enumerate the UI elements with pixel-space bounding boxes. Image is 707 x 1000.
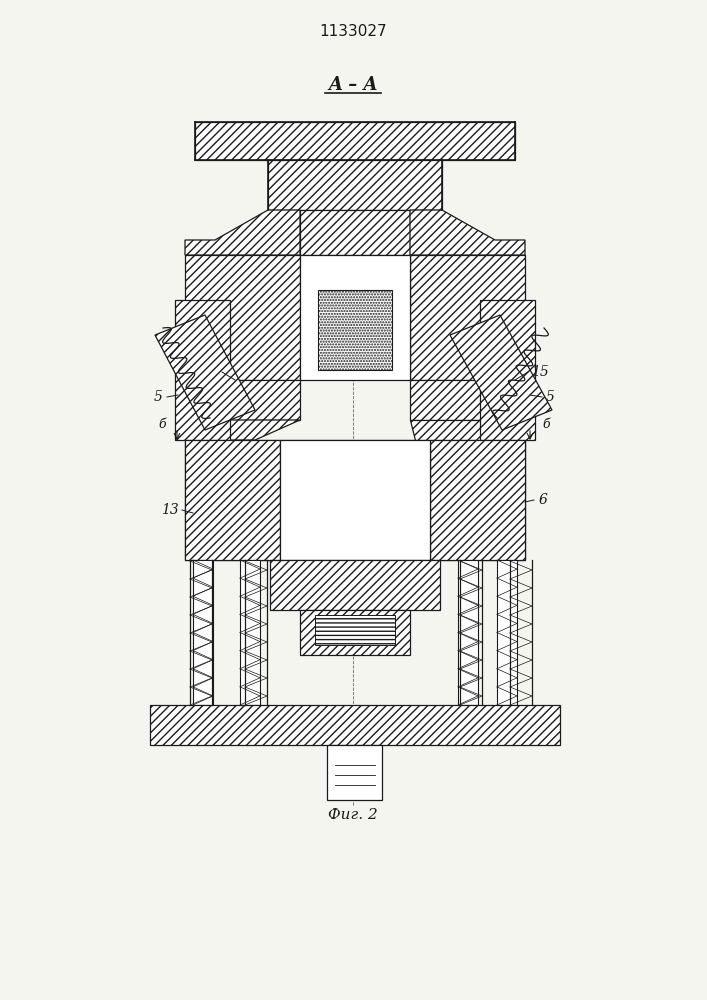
Bar — [327, 745, 382, 800]
Bar — [458, 560, 478, 705]
Text: Фиг. 2: Фиг. 2 — [328, 808, 378, 822]
Bar — [497, 560, 517, 705]
Polygon shape — [185, 420, 300, 440]
Bar — [195, 122, 515, 160]
Text: A – A: A – A — [328, 76, 378, 94]
Bar — [193, 560, 213, 705]
Text: 14: 14 — [199, 365, 217, 379]
Text: б: б — [542, 418, 550, 430]
Text: 1133027: 1133027 — [319, 24, 387, 39]
Bar — [300, 255, 410, 380]
Bar — [240, 560, 260, 705]
Bar — [300, 210, 410, 255]
Polygon shape — [185, 255, 300, 380]
Polygon shape — [175, 300, 230, 440]
Bar — [150, 705, 560, 745]
Polygon shape — [185, 210, 300, 255]
Polygon shape — [410, 380, 525, 420]
Polygon shape — [410, 420, 525, 440]
Polygon shape — [185, 440, 280, 560]
Bar — [315, 615, 395, 645]
Polygon shape — [185, 380, 300, 420]
Text: б: б — [158, 418, 166, 430]
Text: 6: 6 — [539, 493, 547, 507]
Bar — [318, 290, 392, 370]
Polygon shape — [430, 440, 525, 560]
Polygon shape — [155, 315, 255, 430]
Bar — [268, 160, 442, 210]
Polygon shape — [410, 210, 525, 255]
Polygon shape — [480, 300, 535, 440]
Text: 5: 5 — [546, 390, 554, 404]
Bar — [280, 440, 430, 560]
Text: 13: 13 — [161, 503, 179, 517]
Polygon shape — [270, 560, 440, 610]
Polygon shape — [410, 255, 525, 380]
Text: 5: 5 — [153, 390, 163, 404]
Polygon shape — [450, 315, 552, 430]
Polygon shape — [185, 440, 525, 560]
Text: 15: 15 — [531, 365, 549, 379]
Polygon shape — [300, 610, 410, 655]
